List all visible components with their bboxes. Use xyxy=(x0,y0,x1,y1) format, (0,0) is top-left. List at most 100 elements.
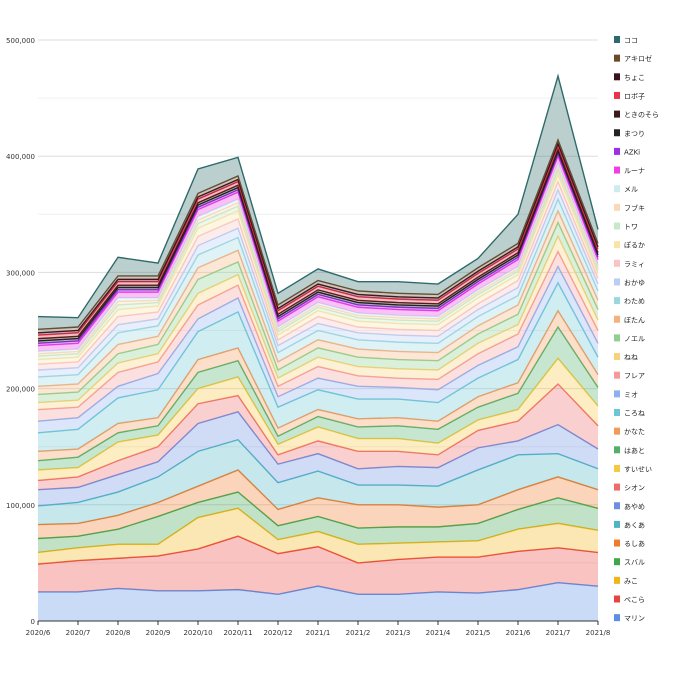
legend-item[interactable]: かなた xyxy=(614,427,645,437)
series-line-ラミィ xyxy=(37,179,599,365)
legend-label: ときのそら xyxy=(624,111,659,119)
legend-item[interactable]: フレア xyxy=(614,371,645,381)
legend-swatch xyxy=(614,147,620,155)
y-tick-label: 0 xyxy=(31,618,35,626)
series-line-おかゆ xyxy=(37,188,599,371)
legend-item[interactable]: ぼたん xyxy=(614,315,645,325)
legend-item[interactable]: ときのそら xyxy=(614,110,659,120)
legend-swatch xyxy=(614,297,620,305)
legend-label: ルーナ xyxy=(624,167,645,175)
legend-label: ちょこ xyxy=(624,74,645,82)
legend-item[interactable]: スバル xyxy=(614,558,645,567)
series-line-るしあ xyxy=(37,469,599,526)
series-line-ぽるか xyxy=(37,172,599,361)
legend-swatch xyxy=(614,334,620,342)
series-line-フブキ xyxy=(37,164,599,355)
legend-swatch xyxy=(614,203,620,211)
legend-swatch xyxy=(614,353,620,361)
legend-item[interactable]: シオン xyxy=(614,483,645,493)
legend-swatch xyxy=(614,502,620,510)
legend-item[interactable]: るしあ xyxy=(614,539,645,549)
legend-swatch xyxy=(614,129,620,137)
legend-item[interactable]: フブキ xyxy=(614,203,645,212)
legend-item[interactable]: ぺこら xyxy=(614,595,645,605)
legend-swatch xyxy=(614,36,620,43)
legend-item[interactable]: AZKi xyxy=(614,147,640,157)
legend-item[interactable]: メル xyxy=(614,185,638,194)
x-tick-label: 2021/1 xyxy=(306,629,331,637)
series-line-ぺこら xyxy=(37,535,599,565)
legend-swatch xyxy=(614,558,620,566)
legend-item[interactable]: ねね xyxy=(614,353,638,362)
legend-label: トワ xyxy=(624,223,638,231)
series-line-ノエル xyxy=(37,220,599,396)
y-tick-label: 200,000 xyxy=(6,386,35,394)
series-line-かなた xyxy=(37,309,599,453)
legend-swatch xyxy=(614,427,620,435)
legend-item[interactable]: まつり xyxy=(614,129,645,138)
legend-label: まつり xyxy=(624,130,645,138)
area-ぼたん xyxy=(38,210,598,395)
legend-label: ミオ xyxy=(624,391,638,399)
legend-label: ぼたん xyxy=(624,316,645,324)
x-tick-label: 2020/11 xyxy=(223,629,252,637)
legend-item[interactable]: すいせい xyxy=(614,464,652,474)
legend-label: みこ xyxy=(624,577,638,585)
legend-item[interactable]: みこ xyxy=(614,576,638,586)
legend-item[interactable]: あくあ xyxy=(614,520,645,530)
axis-layer: 0 100,000 200,000 300,000 400,000 500,000 2020… xyxy=(6,37,610,637)
legend-swatch xyxy=(614,259,620,267)
legend-swatch xyxy=(614,464,620,472)
legend-item[interactable]: ルーナ xyxy=(614,166,645,176)
legend-item[interactable]: ぽるか xyxy=(614,241,645,250)
legend-item[interactable]: おかゆ xyxy=(614,278,645,287)
legend-item[interactable]: マリン xyxy=(614,614,645,623)
legend-swatch xyxy=(614,91,620,99)
legend-label: ロボ子 xyxy=(624,92,645,100)
legend-label: あくあ xyxy=(624,521,645,529)
x-tick-label: 2021/4 xyxy=(426,629,451,637)
legend-label: おかゆ xyxy=(624,279,645,287)
legend-swatch xyxy=(614,278,620,286)
legend-swatch xyxy=(614,166,620,174)
legend-swatch xyxy=(614,73,620,81)
series-line-メル xyxy=(37,161,599,353)
series-line-ルーナ xyxy=(37,154,599,347)
series-line-すいせい xyxy=(37,357,599,471)
area-スバル xyxy=(38,492,598,553)
legend-item[interactable]: ノエル xyxy=(614,334,645,343)
area-ルーナ xyxy=(38,156,598,352)
legend-swatch xyxy=(614,222,620,230)
y-tick-label: 400,000 xyxy=(6,153,35,161)
area-あやめ xyxy=(38,411,598,506)
legend-label: アキロゼ xyxy=(624,54,652,63)
legend-swatch xyxy=(614,595,620,603)
area-ころね xyxy=(38,282,598,452)
legend-item[interactable]: はあと xyxy=(614,446,645,455)
legend-item[interactable]: ちょこ xyxy=(614,73,645,82)
series-line-ぼたん xyxy=(37,209,599,387)
legend-swatch xyxy=(614,483,620,491)
legend-label: かなた xyxy=(624,428,645,436)
area-ロボ子 xyxy=(38,145,598,339)
x-tick-label: 2020/7 xyxy=(66,629,91,637)
legend-swatch xyxy=(614,539,620,547)
legend-swatch xyxy=(614,371,620,379)
legend-item[interactable]: わため xyxy=(614,297,645,306)
legend-label: スバル xyxy=(624,559,645,567)
legend-item[interactable]: ロボ子 xyxy=(614,91,645,101)
legend-item[interactable]: あやめ xyxy=(614,502,645,511)
legend-swatch xyxy=(614,520,620,528)
legend-item[interactable]: ラミィ xyxy=(614,259,645,269)
legend-item[interactable]: ココ xyxy=(614,36,638,45)
legend-item[interactable]: ころね xyxy=(614,409,645,418)
legend-item[interactable]: ミオ xyxy=(614,390,638,399)
series-line-ココ xyxy=(37,73,599,319)
x-tick-label: 2020/12 xyxy=(263,629,292,637)
legend-label: メル xyxy=(624,186,638,194)
area-layer xyxy=(37,73,599,621)
legend-swatch xyxy=(614,576,620,584)
area-ねね xyxy=(38,236,598,410)
legend-item[interactable]: アキロゼ xyxy=(614,54,652,63)
legend-item[interactable]: トワ xyxy=(614,222,638,232)
